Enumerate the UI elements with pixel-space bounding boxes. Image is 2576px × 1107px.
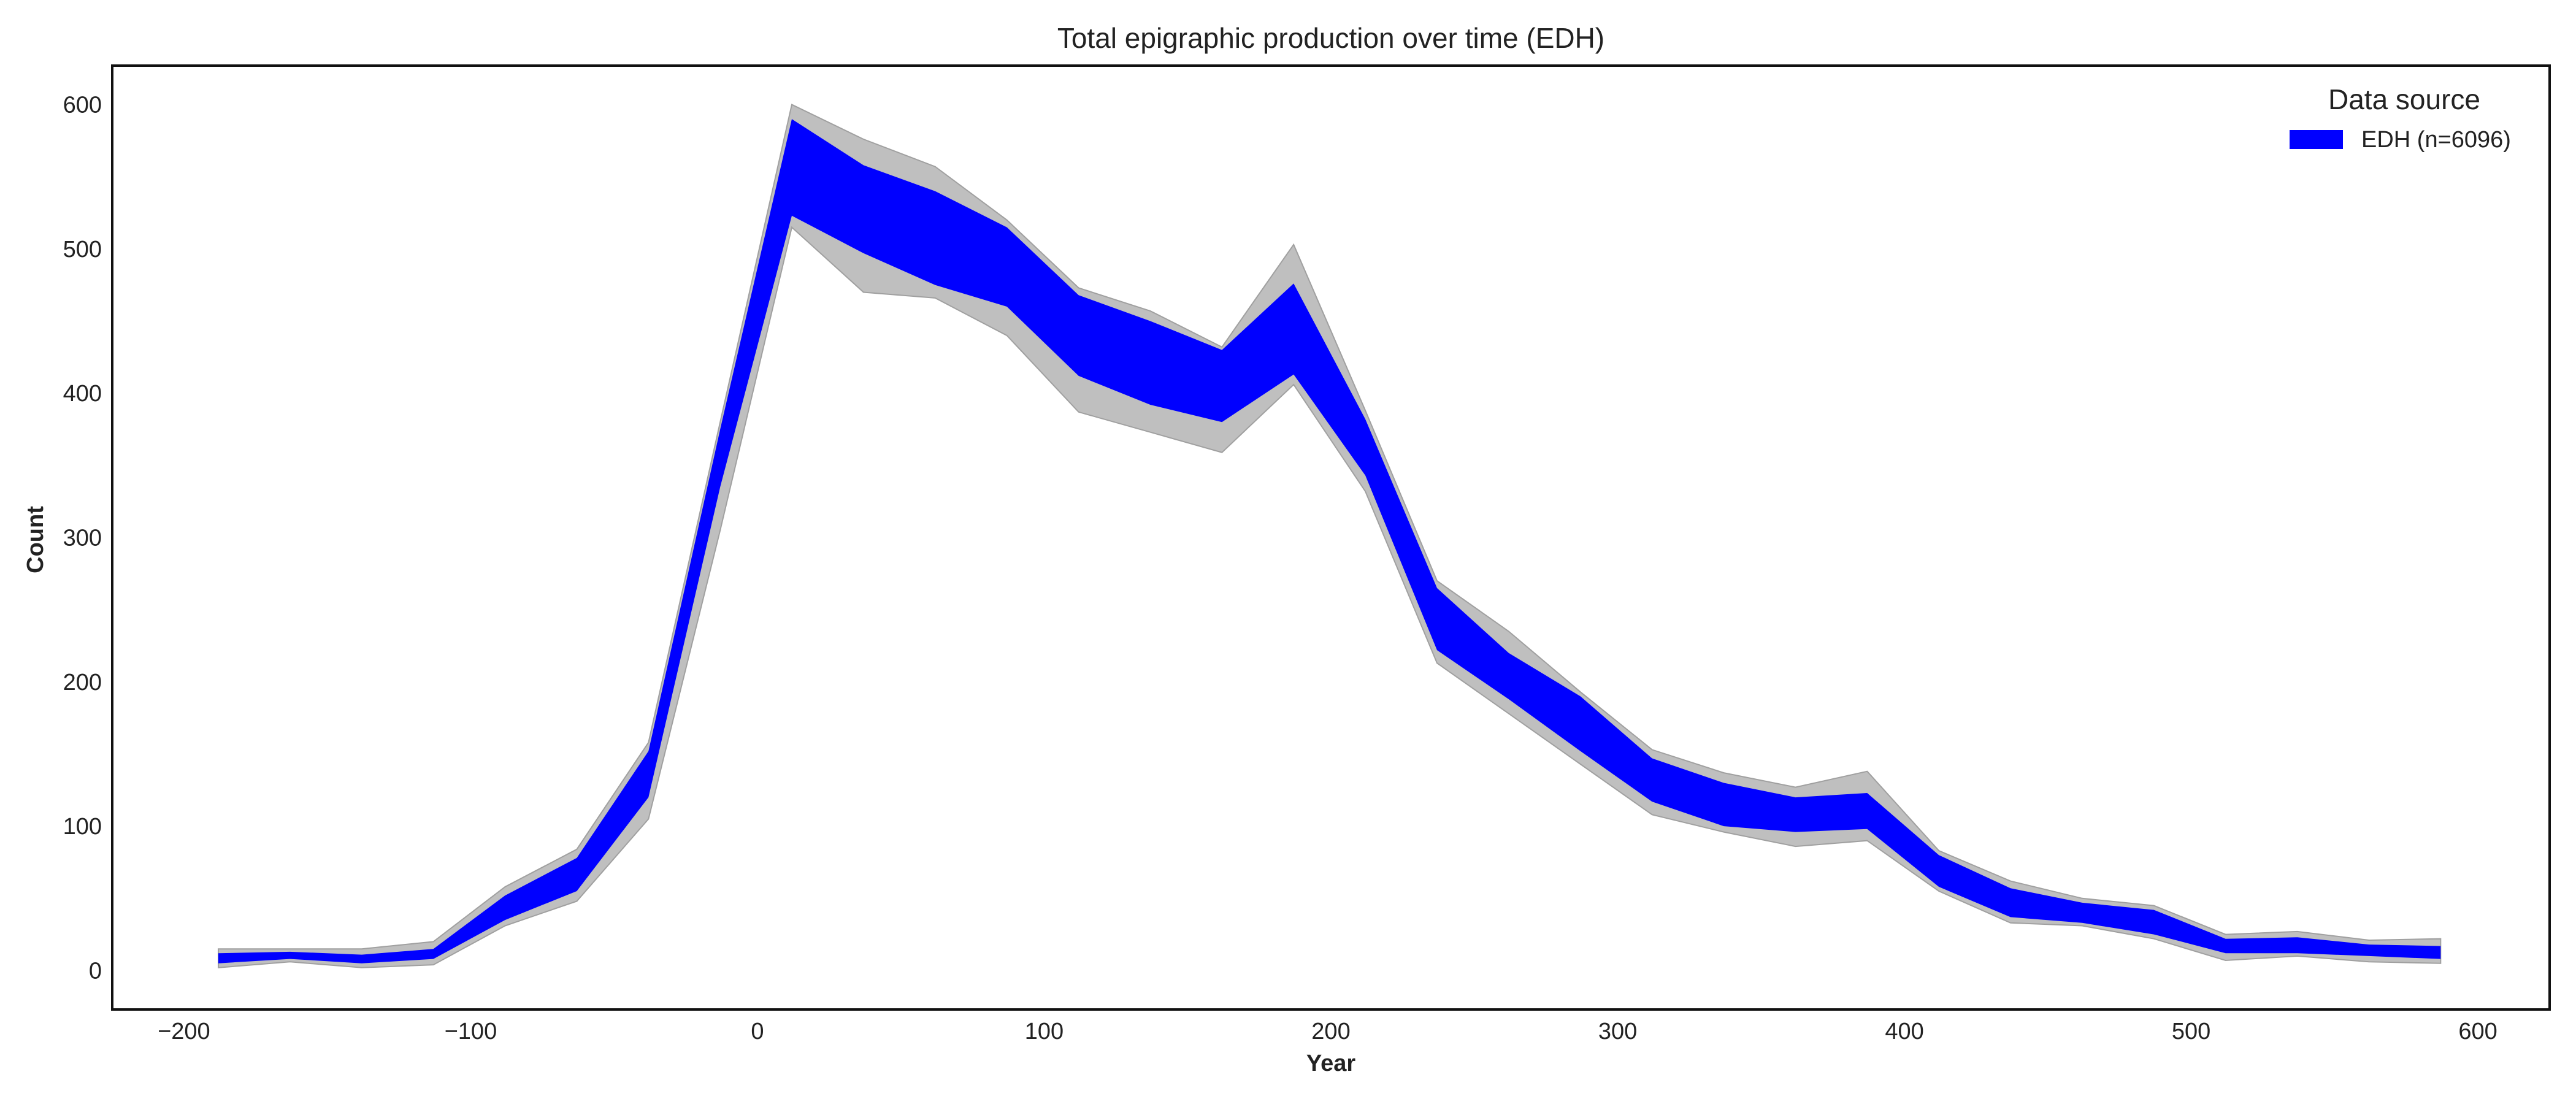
y-axis-ticks: 0 100 200 300 400 500 600	[63, 93, 102, 984]
legend: Data source EDH (n=6096)	[2290, 83, 2511, 153]
x-tick-label: 200	[1311, 1019, 1350, 1044]
x-tick-label: 300	[1598, 1019, 1637, 1044]
band-uncertainty	[218, 104, 2442, 968]
x-tick-label: −200	[158, 1019, 210, 1044]
x-axis-label: Year	[1306, 1051, 1356, 1076]
legend-swatch-edh	[2290, 130, 2343, 149]
y-tick-label: 300	[63, 526, 102, 551]
x-tick-label: −100	[445, 1019, 497, 1044]
chart-title: Total epigraphic production over time (E…	[1057, 22, 1604, 54]
y-tick-label: 100	[63, 814, 102, 840]
x-tick-label: 500	[2172, 1019, 2210, 1044]
plot-frame	[111, 64, 2551, 1011]
y-tick-label: 400	[63, 381, 102, 407]
x-axis-ticks: −200 −100 0 100 200 300 400 500 600	[158, 1019, 2497, 1044]
x-tick-label: 100	[1025, 1019, 1064, 1044]
y-axis-label: Count	[23, 506, 48, 573]
legend-entry-label: EDH (n=6096)	[2361, 127, 2511, 153]
x-tick-label: 0	[751, 1019, 764, 1044]
y-tick-label: 600	[63, 93, 102, 118]
band-layer	[218, 104, 2442, 968]
x-tick-label: 400	[1885, 1019, 1923, 1044]
y-tick-label: 200	[63, 670, 102, 695]
x-tick-label: 600	[2458, 1019, 2497, 1044]
y-tick-label: 500	[63, 237, 102, 262]
legend-title: Data source	[2328, 83, 2480, 115]
y-tick-label: 0	[89, 958, 102, 984]
